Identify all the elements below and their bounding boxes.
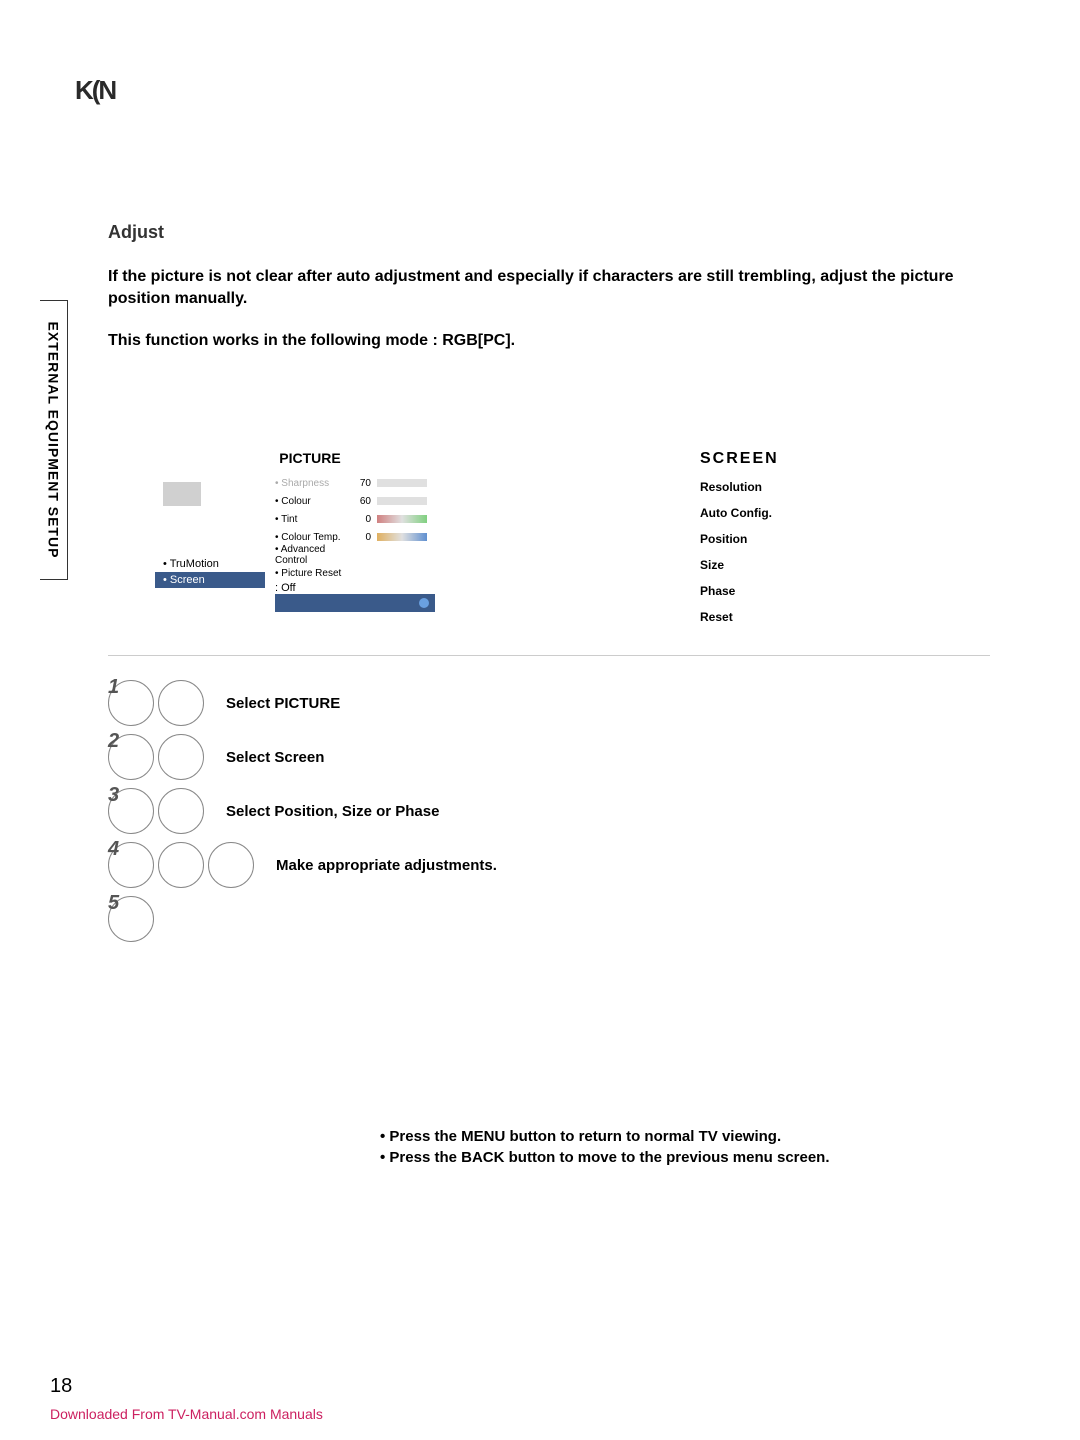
vertical-section-tab: EXTERNAL EQUIPMENT SETUP [40,300,68,580]
picture-setting-row: • Advanced Control [275,546,435,564]
step-4-text: Make appropriate adjustments. [276,857,497,874]
vertical-tab-label: EXTERNAL EQUIPMENT SETUP [46,322,62,559]
trumotion-value-row: : Off [275,582,435,594]
screen-menu-title: SCREEN [700,450,900,468]
screen-menu-item: Size [700,558,900,572]
screen-label: • Screen [163,574,205,586]
picture-setting-bar [377,515,427,523]
picture-menu-title: PICTURE [185,450,435,466]
footer2-a: • Press the [380,1149,461,1166]
picture-setting-row: • Picture Reset [275,564,435,582]
picture-setting-row: • Tint 0 [275,510,435,528]
footer2-btn: BACK [461,1149,504,1166]
instruction-steps: 1 Select PICTURE 2 Select Screen 3 Selec… [108,680,497,950]
remote-button-placeholder [158,842,204,888]
footer1-b: button to return to normal TV viewing. [505,1128,781,1145]
picture-setting-row: • Colour 60 [275,492,435,510]
step-3: 3 Select Position, Size or Phase [108,788,497,834]
mode-note: This function works in the following mod… [108,332,515,350]
screen-menu-item: Auto Config. [700,506,900,520]
picture-menu-left-col: • TruMotion • Screen [155,474,265,612]
intro-paragraph: If the picture is not clear after auto a… [108,266,990,311]
step-number: 3 [108,784,119,807]
step-1-text: Select PICTURE [226,695,340,712]
picture-setting-label: • Advanced Control [275,544,347,566]
picture-setting-label: • Colour Temp. [275,532,347,543]
picture-menu-right-col: • Sharpness 70 • Colour 60 • Tint 0 • Colour T… [275,474,435,612]
picture-menu-panel: PICTURE • TruMotion • Screen • Sharpness… [155,450,435,636]
step3-sep2: or [372,803,395,820]
picture-setting-label: • Sharpness [275,478,347,489]
footer-notes: • Press the MENU button to return to nor… [380,1128,830,1170]
osd-panels: PICTURE • TruMotion • Screen • Sharpness… [155,450,900,636]
step3-sep1: , [334,803,342,820]
step-2-text: Select Screen [226,749,324,766]
page-number: 18 [50,1375,72,1398]
screen-menu-item: Position [700,532,900,546]
remote-button-placeholder [158,788,204,834]
screen-menu-item: Phase [700,584,900,598]
step-number: 5 [108,892,119,915]
screen-menu-item: Resolution [700,480,900,494]
footer-line-1: • Press the MENU button to return to nor… [380,1128,830,1145]
step-3-text: Select Position, Size or Phase [226,803,439,820]
remote-button-placeholder [158,734,204,780]
picture-setting-bar [377,479,427,487]
step-number: 4 [108,838,119,861]
picture-thumbnail-placeholder [163,482,201,506]
picture-setting-value: 0 [353,514,371,525]
picture-setting-row: • Sharpness 70 [275,474,435,492]
picture-setting-bar [377,533,427,541]
screen-menu-panel: SCREEN Resolution Auto Config. Position Siz… [700,450,900,636]
screen-highlight-dot-icon [419,598,429,608]
trumotion-value: : Off [275,582,296,594]
step-2: 2 Select Screen [108,734,497,780]
step3-prefix: Select [226,803,274,820]
step3-opt-b: Size [342,803,372,820]
picture-setting-label: • Tint [275,514,347,525]
step3-opt-a: Position [274,803,333,820]
picture-setting-value: 0 [353,532,371,543]
step-1: 1 Select PICTURE [108,680,497,726]
header-glyph: K(N [75,75,115,106]
step-4: 4 Make appropriate adjustments. [108,842,497,888]
picture-menu-trumotion: • TruMotion [155,556,265,572]
footer-line-2: • Press the BACK button to move to the p… [380,1149,830,1166]
picture-setting-value: 70 [353,478,371,489]
screen-highlight-row [275,594,435,612]
picture-setting-label: • Colour [275,496,347,507]
step-number: 2 [108,730,119,753]
picture-setting-value: 60 [353,496,371,507]
remote-button-placeholder [208,842,254,888]
picture-setting-label: • Picture Reset [275,568,347,579]
footer2-b: button to move to the previous menu scre… [504,1149,829,1166]
remote-button-placeholder [158,680,204,726]
section-heading: Adjust [108,222,164,243]
step-number: 1 [108,676,119,699]
picture-setting-bar [377,497,427,505]
download-source-note: Downloaded From TV-Manual.com Manuals [50,1406,323,1422]
horizontal-divider [108,655,990,656]
picture-menu-screen-highlight: • Screen [155,572,265,588]
step3-opt-c: Phase [395,803,439,820]
screen-menu-item: Reset [700,610,900,624]
footer1-btn: MENU [461,1128,505,1145]
trumotion-label: • TruMotion [163,558,219,570]
step-5: 5 [108,896,497,942]
footer1-a: • Press the [380,1128,461,1145]
